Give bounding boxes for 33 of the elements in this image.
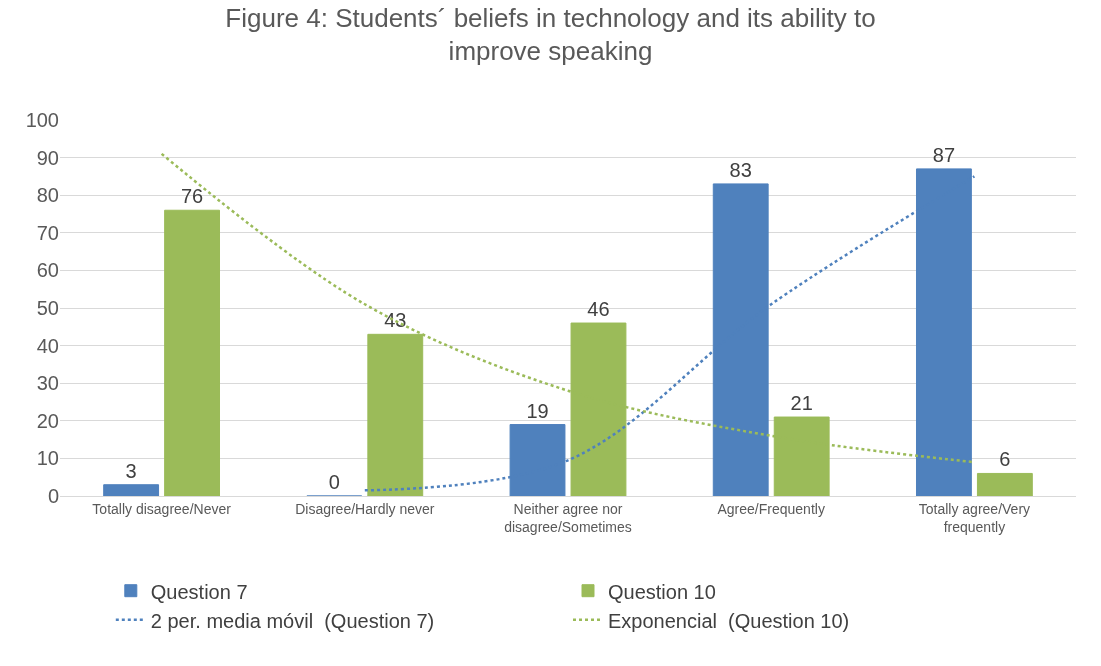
data-label: 87 [932,143,956,166]
y-tick-label: 90 [36,146,59,169]
data-label: 3 [125,459,137,482]
x-tick-label: Totally agree/Very frequently [918,500,1031,535]
chart-title: Figure 4: Students´ beliefs in technology and its ability to improve speaking [225,2,876,67]
legend-label: 2 per. media móvil (Question 7) [150,609,435,632]
bar [164,209,221,496]
x-tick-label: Totally disagree/Never [92,500,232,517]
x-tick-label: Disagree/Hardly never [295,500,435,517]
legend-label: Question 10 [608,580,716,603]
x-tick-label: Neither agree nor disagree/Sometimes [504,500,632,535]
y-tick-label: 70 [36,221,59,244]
y-tick-label: 60 [36,259,59,282]
data-label: 21 [790,392,813,415]
y-tick-label: 80 [36,184,59,207]
data-label: 76 [180,185,204,208]
y-tick-label: 50 [36,297,59,319]
y-tick-label: 20 [36,409,59,432]
data-label: 46 [587,298,610,321]
data-label: 6 [999,448,1011,471]
y-tick-label: 30 [36,372,59,395]
y-tick-label: 100 [25,109,59,131]
data-label: 83 [729,158,752,181]
legend-label: Question 7 [150,580,248,603]
data-label: 19 [526,399,549,422]
bar [976,472,1033,496]
x-tick-label: Agree/Frequently [717,500,825,517]
bar [103,484,160,496]
data-label: 0 [328,471,340,493]
y-tick-label: 40 [36,334,59,357]
y-tick-label: 0 [47,485,59,507]
legend-label: Exponencial (Question 10) [608,609,850,632]
y-tick-label: 10 [36,447,59,470]
